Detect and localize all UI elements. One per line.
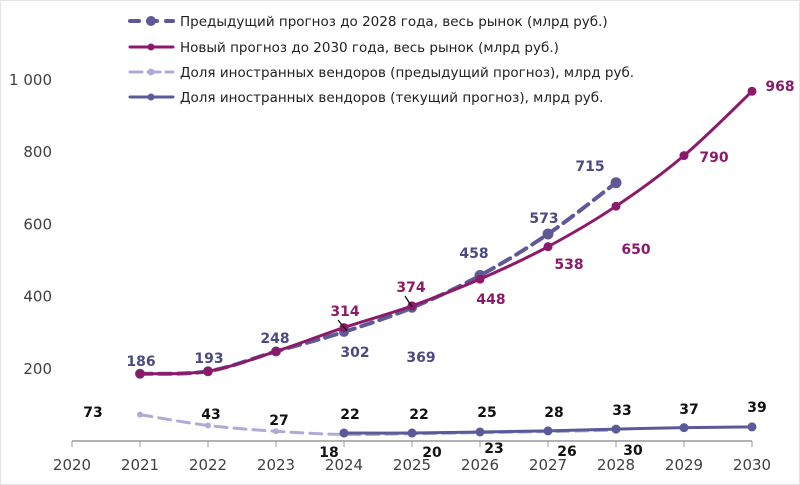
y-tick-label: 1 000: [9, 71, 52, 89]
data-point: [407, 428, 417, 438]
y-tick-label: 200: [23, 360, 52, 378]
legend-label: Новый прогноз до 2030 года, весь рынок (…: [180, 40, 559, 56]
data-label: 28: [544, 405, 563, 421]
data-point: [679, 423, 689, 433]
data-label: 314: [330, 304, 359, 320]
data-point: [475, 274, 485, 284]
data-label: 538: [554, 257, 583, 273]
x-tick-label: 2030: [733, 456, 771, 474]
legend-label: Предыдущий прогноз до 2028 года, весь ры…: [180, 14, 608, 30]
data-label: 33: [612, 403, 631, 419]
y-tick-label: 800: [23, 143, 52, 161]
data-point: [747, 422, 757, 432]
data-point: [611, 201, 621, 211]
x-tick-label: 2024: [325, 456, 363, 474]
data-point: [543, 426, 553, 436]
y-tick-label: 600: [23, 215, 52, 233]
legend-marker: [147, 93, 155, 101]
y-tick-label: 400: [23, 288, 52, 306]
data-label: 968: [765, 79, 794, 95]
data-label: 369: [406, 350, 435, 366]
data-label: 22: [409, 407, 428, 423]
data-labels: 186 193 248 302 369 458 573 715 314 374 448 538 650 7…: [83, 79, 794, 461]
x-tick-label: 2022: [189, 456, 227, 474]
data-point: [679, 151, 689, 161]
legend: Предыдущий прогноз до 2028 года, весь ры…: [128, 14, 634, 106]
data-label: 374: [396, 280, 425, 296]
x-tick-label: 2027: [529, 456, 567, 474]
legend-marker: [147, 68, 155, 76]
data-label: 715: [575, 159, 604, 175]
series-lines: [135, 86, 757, 438]
data-point: [203, 366, 213, 376]
x-tick-label: 2023: [257, 456, 295, 474]
data-point: [273, 428, 279, 435]
x-tick-label: 2028: [597, 456, 635, 474]
data-label: 193: [194, 351, 223, 367]
data-point: [135, 369, 145, 379]
data-label: 26: [557, 444, 576, 460]
data-point: [137, 411, 143, 418]
data-label: 23: [484, 441, 503, 457]
series-line-2: [138, 89, 754, 376]
x-tick-label: 2021: [121, 456, 159, 474]
data-point: [747, 86, 757, 96]
data-point: [271, 346, 281, 356]
data-label: 20: [422, 445, 442, 461]
data-point: [611, 424, 621, 434]
data-point: [339, 428, 349, 438]
data-label: 30: [623, 443, 643, 459]
data-point: [543, 242, 553, 252]
legend-label: Доля иностранных вендоров (предыдущий пр…: [180, 65, 634, 81]
data-label: 73: [83, 405, 102, 421]
data-label: 448: [476, 292, 505, 308]
legend-label: Доля иностранных вендоров (текущий прогн…: [180, 90, 603, 106]
data-label: 573: [529, 211, 558, 227]
x-tick-label: 2020: [53, 456, 91, 474]
data-label: 27: [269, 413, 288, 429]
data-label: 790: [699, 150, 728, 166]
data-label: 248: [260, 331, 289, 347]
data-point: [475, 427, 485, 437]
x-tick-label: 2026: [461, 456, 499, 474]
data-label: 22: [340, 407, 359, 423]
data-label: 458: [459, 246, 488, 262]
data-point: [205, 422, 211, 429]
axes: 2020 2021 2022 2023 2024 2025 2026 2027 2028 2029…: [9, 71, 771, 474]
data-label: 186: [126, 354, 155, 370]
x-tick-label: 2029: [665, 456, 703, 474]
legend-marker: [147, 43, 155, 51]
leader-line: [404, 295, 413, 308]
data-label: 25: [477, 405, 496, 421]
legend-marker: [146, 16, 156, 26]
data-label: 18: [319, 445, 338, 461]
x-tick-label: 2025: [393, 456, 431, 474]
data-label: 650: [621, 242, 650, 258]
data-label: 37: [679, 402, 698, 418]
data-label: 302: [340, 345, 369, 361]
data-point: [610, 177, 622, 189]
data-label: 39: [747, 400, 766, 416]
data-label: 43: [201, 407, 220, 423]
leader-line: [337, 319, 348, 332]
data-point: [542, 228, 554, 240]
